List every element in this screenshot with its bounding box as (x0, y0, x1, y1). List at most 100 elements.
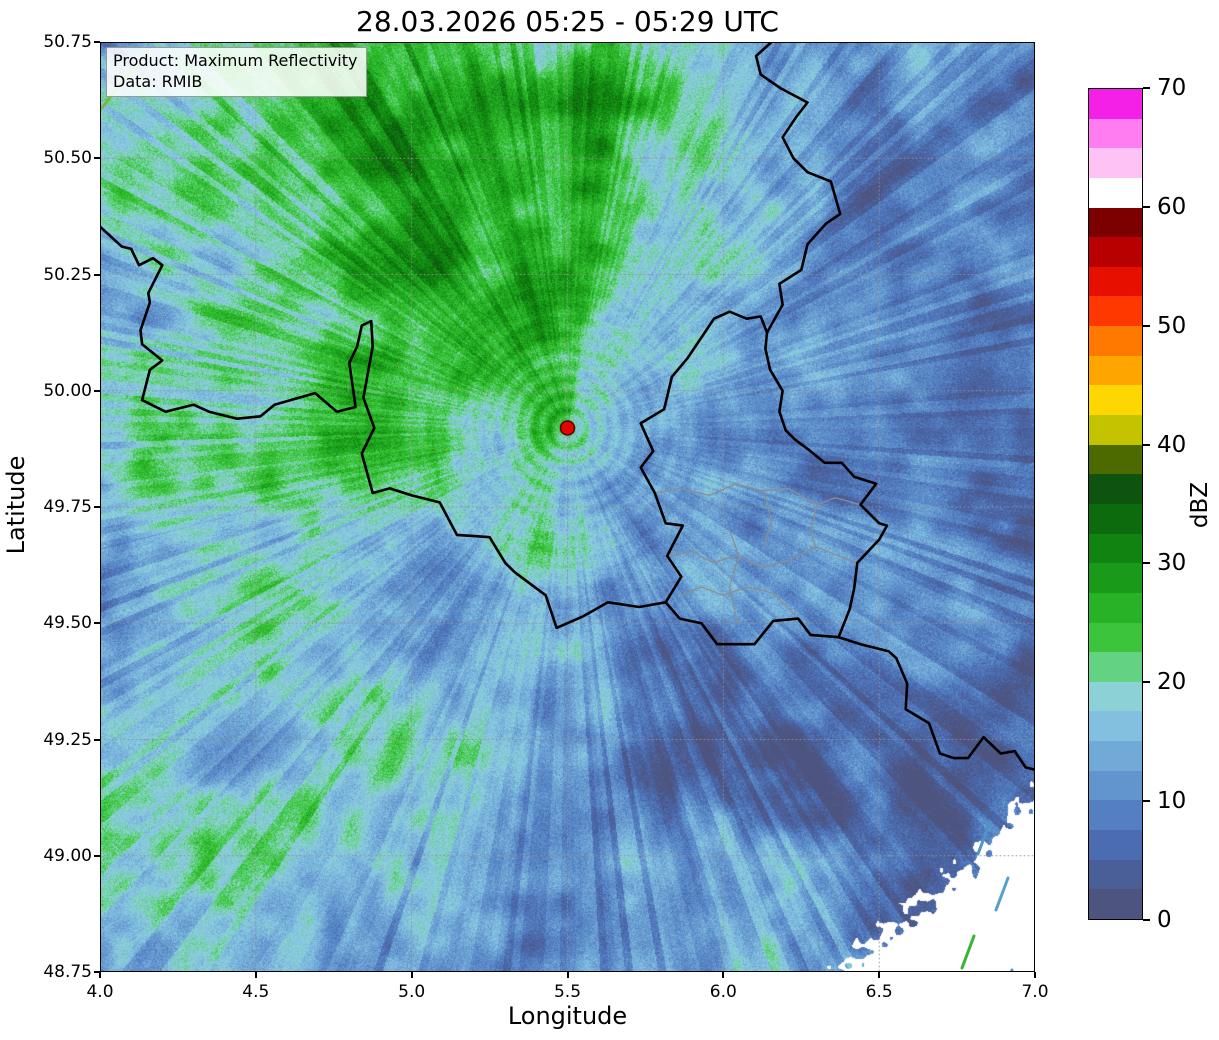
x-axis-tick-label: 4.0 (86, 982, 114, 1002)
district-border-path (809, 504, 818, 548)
y-axis-tick-label: 50.75 (43, 32, 92, 52)
figure-title: 28.03.2026 05:25 - 05:29 UTC (356, 5, 779, 38)
colorbar-tick-mark (1143, 919, 1150, 921)
y-axis-tick-label: 49.00 (43, 845, 92, 866)
colorbar-segment (1089, 177, 1142, 208)
colorbar-segment (1089, 296, 1142, 327)
colorbar-segment (1089, 355, 1142, 386)
x-axis-label: Longitude (507, 1002, 628, 1030)
colorbar-segment (1089, 859, 1142, 890)
x-axis-tick-label: 5.5 (553, 982, 582, 1002)
colorbar-segment (1089, 800, 1142, 831)
no-data-streak (976, 820, 992, 856)
no-data-streak (960, 934, 976, 970)
colorbar-segment (1089, 415, 1142, 445)
x-axis-tick-label: 6.0 (709, 982, 737, 1002)
x-axis-tick-mark (566, 972, 569, 978)
colorbar-segment (1089, 237, 1142, 267)
colorbar-segment (1089, 592, 1142, 623)
x-axis-tick-label: 7.0 (1021, 982, 1049, 1002)
y-axis-tick-mark (94, 971, 100, 973)
colorbar-tick-label: 60 (1157, 193, 1187, 220)
x-axis-tick-label: 6.5 (865, 982, 893, 1002)
plot-frame (100, 42, 1035, 972)
country-border-path (664, 601, 840, 646)
y-axis-tick-mark (94, 854, 100, 857)
y-axis-tick-mark (94, 157, 100, 160)
colorbar-tick-label: 50 (1157, 312, 1187, 339)
colorbar-tick-label: 40 (1157, 431, 1187, 458)
colorbar-segment (1089, 474, 1142, 504)
x-axis-tick-label: 4.5 (242, 982, 270, 1002)
y-axis-tick-mark (94, 738, 100, 741)
colorbar-segment (1089, 741, 1142, 771)
colorbar-segment (1089, 89, 1142, 119)
x-axis-tick-mark (1034, 972, 1036, 978)
y-axis-tick-label: 49.25 (43, 729, 92, 750)
colorbar-segment (1089, 148, 1142, 178)
colorbar-tick-label: 70 (1157, 75, 1187, 101)
colorbar-tick-label: 10 (1157, 788, 1187, 815)
colorbar-segment (1089, 889, 1142, 919)
y-axis-tick-label: 50.25 (43, 264, 92, 285)
colorbar-tick-label: 20 (1157, 669, 1187, 696)
colorbar-segment (1089, 770, 1142, 801)
colorbar-unit-label: dBZ (1187, 481, 1213, 529)
product-info-line: Product: Maximum Reflectivity (113, 51, 358, 70)
y-axis-tick-label: 50.00 (43, 380, 92, 401)
country-border-path (754, 42, 842, 334)
colorbar-segment (1089, 711, 1142, 742)
data-source-line: Data: RMIB (113, 72, 203, 92)
country-border-path (837, 635, 1035, 771)
y-axis-tick-mark (94, 622, 100, 625)
colorbar-tick-mark (1143, 800, 1150, 803)
colorbar-segment (1089, 207, 1142, 238)
colorbar-tick-mark (1143, 324, 1150, 327)
colorbar-tick-label: 0 (1157, 907, 1172, 933)
colorbar-tick-mark (1143, 562, 1150, 565)
district-border-path (654, 483, 862, 506)
radar-site-marker (559, 420, 576, 436)
colorbar-tick-mark (1143, 205, 1150, 208)
country-border-path (639, 310, 769, 604)
colorbar-tick-mark (1143, 681, 1150, 684)
colorbar-segment (1089, 385, 1142, 416)
colorbar-segment (1089, 444, 1142, 475)
y-axis-tick-label: 49.50 (43, 613, 92, 634)
colorbar-segment (1089, 681, 1142, 712)
district-border-path (728, 529, 740, 624)
colorbar-segment (1089, 622, 1142, 653)
colorbar-tick-mark (1143, 87, 1150, 89)
product-info-box: Product: Maximum Reflectivity Data: RMIB (106, 47, 368, 98)
x-axis-tick-mark (878, 972, 881, 978)
colorbar-tick-label: 30 (1157, 550, 1187, 577)
colorbar-tick-mark (1143, 443, 1150, 446)
country-border-path (764, 331, 889, 639)
x-axis-tick-mark (254, 972, 257, 978)
y-axis-tick-label: 48.75 (43, 962, 92, 982)
x-axis-tick-mark (722, 972, 725, 978)
colorbar-segment (1089, 533, 1142, 564)
y-axis-tick-label: 50.50 (43, 148, 92, 169)
x-axis-tick-label: 5.0 (398, 982, 426, 1002)
y-axis-tick-mark (94, 273, 100, 276)
y-axis-tick-mark (94, 41, 100, 43)
y-axis-tick-mark (94, 506, 100, 508)
district-border-path (666, 545, 858, 569)
x-axis-tick-mark (410, 972, 413, 978)
colorbar-segment (1089, 563, 1142, 593)
colorbar (1088, 88, 1143, 920)
country-border-path (100, 225, 667, 630)
map-borders-overlay (100, 42, 1035, 972)
x-axis-tick-mark (99, 972, 101, 978)
y-axis-tick-mark (94, 389, 100, 392)
district-border-path (763, 490, 773, 548)
colorbar-segment (1089, 326, 1142, 356)
colorbar-segment (1089, 266, 1142, 297)
colorbar-segment (1089, 118, 1142, 149)
colorbar-segment (1089, 652, 1142, 682)
y-axis-tick-label: 49.75 (43, 497, 92, 517)
colorbar-segment (1089, 830, 1142, 860)
colorbar-segment (1089, 503, 1142, 534)
district-border-path (680, 586, 799, 620)
